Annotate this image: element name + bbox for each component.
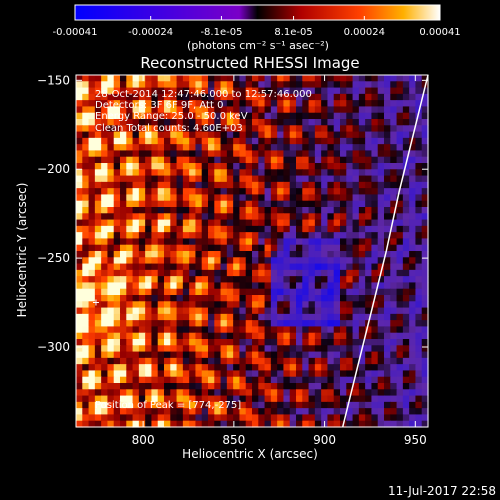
peak-marker: [92, 299, 99, 306]
colorbar-tick-label: -8.1e-05: [200, 27, 242, 38]
colorbar: -0.00041 -0.00024 -8.1e-05 8.1e-05 0.00024 0.…: [53, 4, 461, 52]
annotation-line: Detectors: 3F 6F 9F, Att 0: [95, 100, 223, 111]
y-tick-label: −300: [37, 340, 70, 354]
annotation-line: 28-Oct-2014 12:47:46.000 to 12:57:46.000: [95, 89, 312, 100]
colorbar-tick-label: 0.00041: [419, 27, 460, 38]
colorbar-tick-label: -0.00041: [53, 27, 98, 38]
colorbar-tick-label: 8.1e-05: [274, 27, 312, 38]
annotation-line: Energy Range: 25.0 - 50.0 keV: [95, 111, 248, 122]
x-axis-label: Heliocentric X (arcsec): [182, 447, 318, 461]
x-tick-label: 950: [404, 433, 427, 447]
solar-limb: [341, 74, 429, 428]
colorbar-units: (photons cm⁻² s⁻¹ asec⁻²): [187, 39, 329, 52]
plot-frame: [75, 74, 429, 428]
colorbar-tick-label: 0.00024: [344, 27, 385, 38]
annotations: 28-Oct-2014 12:47:46.000 to 12:57:46.000…: [95, 89, 312, 411]
x-tick-label: 900: [313, 433, 336, 447]
y-axis-label: Heliocentric Y (arcsec): [15, 183, 29, 318]
y-tick-label: −250: [37, 251, 70, 265]
y-tick-label: −150: [37, 73, 70, 87]
peak-position-label: Position of Peak = [774,-275]: [95, 400, 241, 411]
colorbar-gradient: [74, 4, 441, 21]
x-tick-label: 850: [222, 433, 245, 447]
y-tick-label: −200: [37, 162, 70, 176]
plot-area: 800 850 900 950 −150 −200 −250 −300: [37, 73, 429, 447]
footer-timestamp: 11-Jul-2017 22:58: [388, 484, 496, 498]
chart-title: Reconstructed RHESSI Image: [140, 54, 359, 72]
colorbar-tick-label: -0.00024: [128, 27, 173, 38]
annotation-line: Clean Total counts: 4.60E+03: [95, 123, 243, 134]
x-tick-label: 800: [132, 433, 155, 447]
